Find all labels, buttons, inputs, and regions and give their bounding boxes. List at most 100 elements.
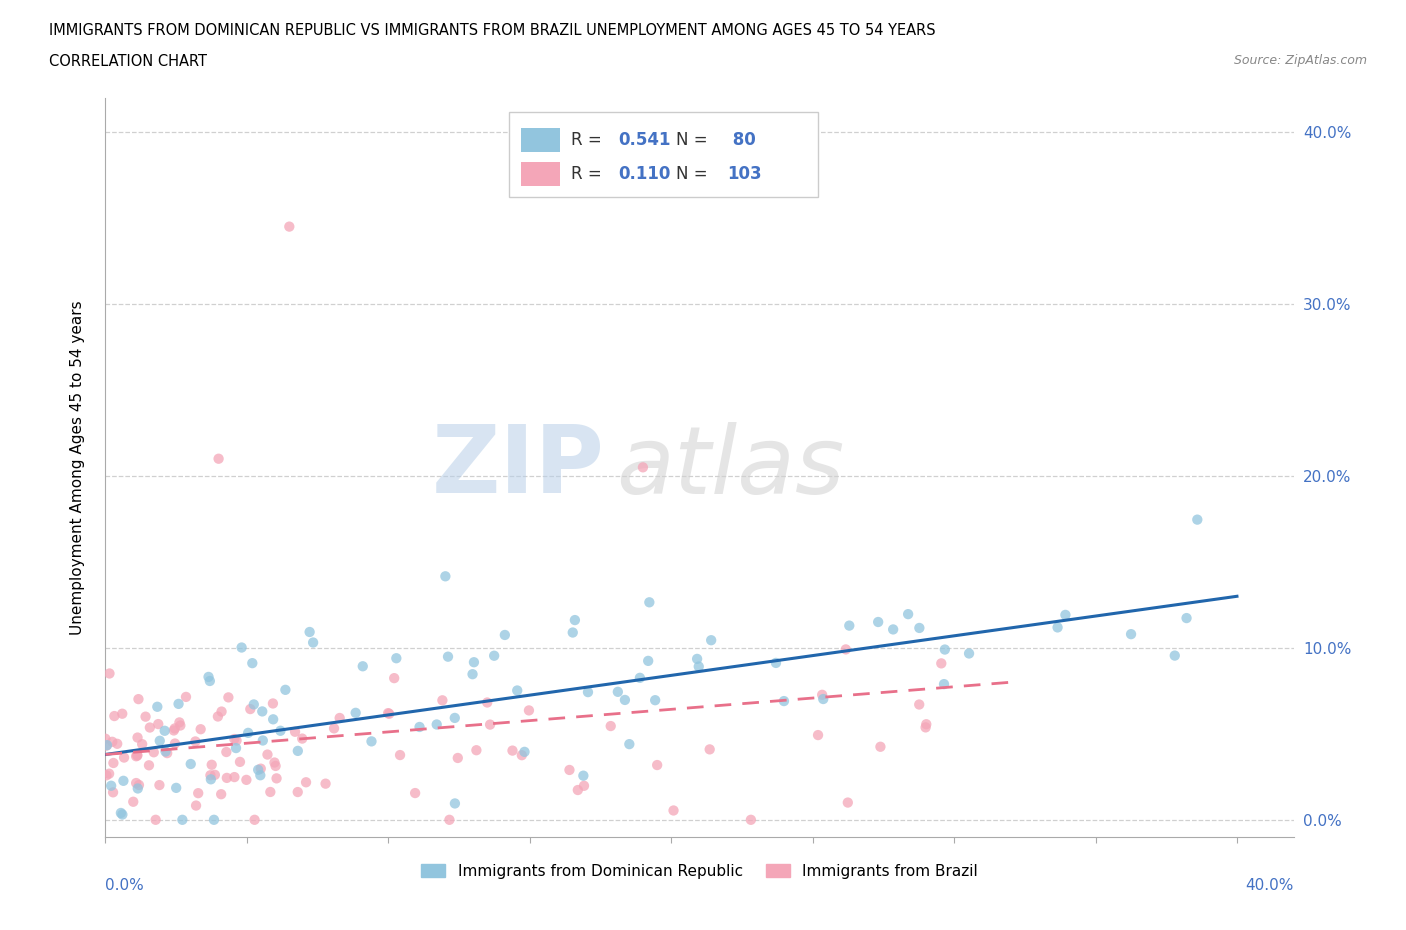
Point [256, 747, 278, 762]
Point [700, 632, 723, 647]
Point [606, 684, 628, 699]
Point [437, 649, 460, 664]
Point [773, 694, 796, 709]
Point [96, 768, 118, 783]
Point [295, 775, 318, 790]
Point [111, 706, 134, 721]
Point [149, 734, 172, 749]
Point [167, 697, 190, 711]
Point [807, 727, 830, 742]
Point [645, 758, 668, 773]
Point [628, 671, 651, 685]
Point [385, 651, 408, 666]
Point [291, 731, 314, 746]
Point [811, 687, 834, 702]
Point [243, 813, 266, 828]
Point [224, 732, 246, 747]
Legend: Immigrants from Dominican Republic, Immigrants from Brazil: Immigrants from Dominican Republic, Immi… [415, 857, 984, 884]
Point [287, 743, 309, 758]
Point [637, 654, 659, 669]
Point [479, 717, 502, 732]
Point [1046, 620, 1069, 635]
Point [269, 724, 291, 738]
Point [264, 759, 287, 774]
Point [138, 758, 160, 773]
Point [122, 794, 145, 809]
Point [644, 693, 666, 708]
Text: 80: 80 [727, 130, 755, 149]
Point [229, 754, 252, 769]
Point [201, 757, 224, 772]
Bar [522, 127, 561, 152]
Point [200, 768, 222, 783]
Point [184, 798, 207, 813]
Point [101, 735, 124, 750]
Point [156, 746, 179, 761]
Point [934, 642, 956, 657]
Point [155, 744, 177, 759]
Point [501, 743, 523, 758]
Point [252, 704, 274, 719]
Point [1054, 607, 1077, 622]
Point [329, 711, 352, 725]
Point [225, 740, 247, 755]
Point [444, 796, 467, 811]
Point [207, 709, 229, 724]
Bar [522, 162, 561, 186]
Point [882, 622, 904, 637]
Point [101, 785, 124, 800]
Point [1119, 627, 1142, 642]
Point [169, 718, 191, 733]
Point [127, 748, 149, 763]
Point [908, 620, 931, 635]
Point [957, 646, 980, 661]
Point [463, 655, 485, 670]
Point [200, 772, 222, 787]
Point [517, 703, 540, 718]
Point [274, 683, 297, 698]
Point [204, 767, 226, 782]
Point [352, 658, 374, 673]
Point [96, 738, 118, 753]
Point [510, 748, 533, 763]
Point [96, 737, 118, 752]
Point [190, 722, 212, 737]
Point [408, 720, 430, 735]
Point [243, 697, 266, 711]
Point [145, 813, 167, 828]
Text: IMMIGRANTS FROM DOMINICAN REPUBLIC VS IMMIGRANTS FROM BRAZIL UNEMPLOYMENT AMONG : IMMIGRANTS FROM DOMINICAN REPUBLIC VS IM… [49, 23, 936, 38]
Point [686, 651, 709, 666]
Point [211, 704, 233, 719]
Text: N =: N = [676, 130, 713, 149]
Point [112, 751, 135, 765]
Point [209, 787, 232, 802]
Point [125, 776, 148, 790]
Point [461, 667, 484, 682]
Point [482, 648, 505, 663]
Point [100, 778, 122, 793]
Text: N =: N = [676, 165, 713, 182]
Point [278, 219, 301, 234]
Point [263, 755, 285, 770]
Point [103, 709, 125, 724]
Point [239, 701, 262, 716]
Point [163, 736, 186, 751]
Point [1175, 611, 1198, 626]
Text: ZIP: ZIP [432, 421, 605, 513]
Point [197, 670, 219, 684]
Point [287, 785, 309, 800]
Text: Source: ZipAtlas.com: Source: ZipAtlas.com [1233, 54, 1367, 67]
Point [1187, 512, 1209, 527]
Point [572, 778, 595, 793]
Point [302, 635, 325, 650]
Y-axis label: Unemployment Among Ages 45 to 54 years: Unemployment Among Ages 45 to 54 years [70, 300, 84, 634]
Point [187, 786, 209, 801]
Point [389, 748, 412, 763]
Point [344, 705, 367, 720]
Point [135, 710, 157, 724]
Text: R =: R = [571, 165, 607, 182]
Point [513, 744, 536, 759]
Point [567, 782, 589, 797]
Text: 0.541: 0.541 [619, 130, 671, 149]
Point [869, 739, 891, 754]
